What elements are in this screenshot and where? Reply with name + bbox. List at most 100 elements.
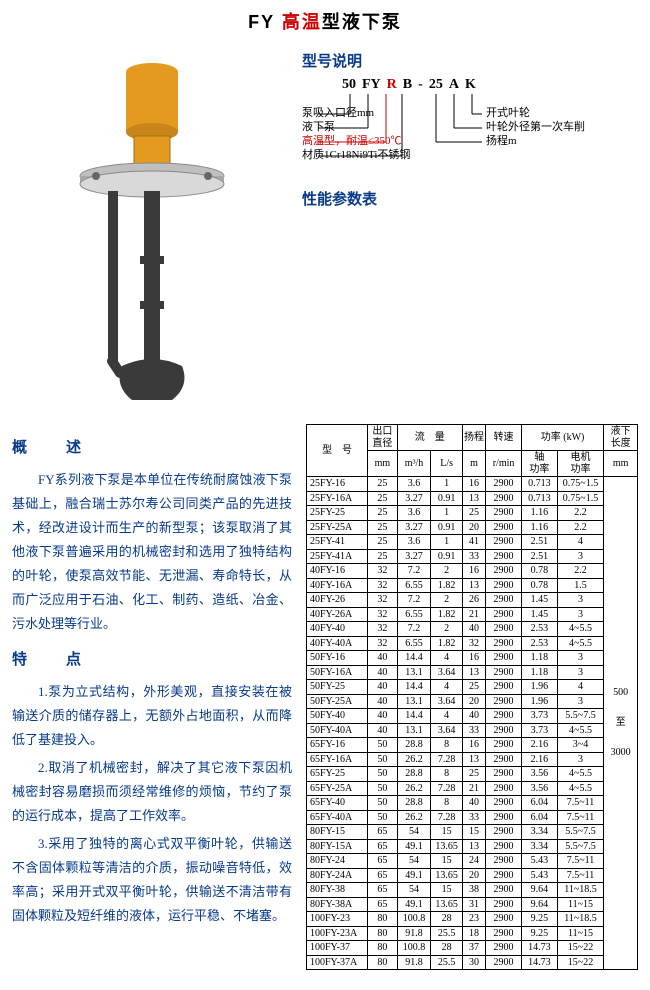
table-cell: 80FY-15A	[307, 839, 368, 854]
table-cell: 16	[462, 738, 485, 753]
model-token: K	[465, 77, 476, 92]
table-cell: 80	[368, 941, 398, 956]
table-cell: 3	[557, 665, 603, 680]
table-row: 65FY-405028.884029006.047.5~11	[307, 796, 638, 811]
table-cell: 28	[431, 941, 463, 956]
table-cell: 13	[462, 839, 485, 854]
th-dia: 出口 直径	[368, 425, 398, 451]
table-cell: 50FY-25	[307, 680, 368, 695]
table-row: 40FY-26A326.551.822129001.453	[307, 607, 638, 622]
table-cell: 3.27	[397, 549, 431, 564]
table-cell: 5.5~7.5	[557, 709, 603, 724]
table-cell: 3~4	[557, 738, 603, 753]
table-cell: 16	[462, 477, 485, 492]
table-cell: 50	[368, 752, 398, 767]
table-cell: 80FY-24A	[307, 868, 368, 883]
table-cell: 15	[431, 854, 463, 869]
table-row: 40FY-40327.224029002.534~5.5	[307, 622, 638, 637]
table-cell: 0.78	[521, 564, 557, 579]
table-cell: 13.1	[397, 694, 431, 709]
model-label-r1: 叶轮外径第一次车削	[486, 121, 585, 133]
table-cell: 7.2	[397, 593, 431, 608]
table-cell: 33	[462, 810, 485, 825]
th-head: 扬程	[462, 425, 485, 451]
th-pshaft: 轴 功率	[521, 451, 557, 477]
table-cell: 25FY-16	[307, 477, 368, 492]
table-cell: 33	[462, 723, 485, 738]
table-cell: 80FY-38A	[307, 897, 368, 912]
title-prefix: FY	[248, 12, 282, 32]
table-cell: 24	[462, 854, 485, 869]
table-cell: 2900	[486, 781, 522, 796]
table-cell: 25	[368, 520, 398, 535]
table-cell: 25	[462, 680, 485, 695]
table-cell: 11~15	[557, 897, 603, 912]
table-cell: 100FY-37A	[307, 955, 368, 970]
table-cell: 3	[557, 593, 603, 608]
table-cell: 8	[431, 767, 463, 782]
table-cell: 0.75~1.5	[557, 477, 603, 492]
table-cell: 4	[557, 680, 603, 695]
table-cell: 2900	[486, 607, 522, 622]
table-cell: 2.2	[557, 506, 603, 521]
table-row: 50FY-16A4013.13.641329001.183	[307, 665, 638, 680]
table-cell: 2.2	[557, 520, 603, 535]
table-cell: 6.55	[397, 607, 431, 622]
table-cell: 65	[368, 883, 398, 898]
table-cell: 3.34	[521, 839, 557, 854]
table-row: 80FY-24A6549.113.652029005.437.5~11	[307, 868, 638, 883]
table-cell: 28.8	[397, 738, 431, 753]
th-flow-u2: L/s	[431, 451, 463, 477]
table-cell: 13.65	[431, 868, 463, 883]
title-suffix: 型液下泵	[322, 12, 402, 32]
table-cell: 14.4	[397, 680, 431, 695]
table-cell: 13.1	[397, 665, 431, 680]
table-cell: 49.1	[397, 839, 431, 854]
table-cell: 38	[462, 883, 485, 898]
table-cell: 2.53	[521, 636, 557, 651]
table-cell: 65FY-16	[307, 738, 368, 753]
table-cell: 32	[368, 593, 398, 608]
table-row: 25FY-41A253.270.913329002.513	[307, 549, 638, 564]
table-row: 100FY-3780100.82837290014.7315~22	[307, 941, 638, 956]
table-cell: 25	[368, 549, 398, 564]
table-cell: 21	[462, 781, 485, 796]
table-cell: 54	[397, 854, 431, 869]
feat-p2: 2.取消了机械密封，解决了其它液下泵因机械密封容易磨损而须经常维修的烦恼，节约了…	[12, 756, 292, 828]
table-cell: 13.65	[431, 897, 463, 912]
table-cell: 40	[368, 694, 398, 709]
table-row: 100FY-2380100.8282329009.2511~18.5	[307, 912, 638, 927]
table-cell: 7.5~11	[557, 868, 603, 883]
table-cell: 7.5~11	[557, 810, 603, 825]
table-cell: 2900	[486, 564, 522, 579]
table-cell: 25	[462, 506, 485, 521]
table-cell: 26	[462, 593, 485, 608]
table-cell: 3.27	[397, 520, 431, 535]
table-cell: 41	[462, 535, 485, 550]
model-token: R	[387, 77, 397, 92]
table-cell: 1.82	[431, 578, 463, 593]
table-cell: 8	[431, 738, 463, 753]
table-row: 25FY-25A253.270.912029001.162.2	[307, 520, 638, 535]
table-cell: 13	[462, 578, 485, 593]
table-cell: 37	[462, 941, 485, 956]
table-cell: 32	[368, 636, 398, 651]
table-cell: 50FY-40A	[307, 723, 368, 738]
table-cell: 9.25	[521, 912, 557, 927]
table-cell: 5.43	[521, 854, 557, 869]
table-cell: 80	[368, 955, 398, 970]
table-cell: 0.78	[521, 578, 557, 593]
table-cell: 2.2	[557, 564, 603, 579]
table-cell: 3	[557, 549, 603, 564]
table-row: 50FY-25A4013.13.642029001.963	[307, 694, 638, 709]
table-cell: 14.73	[521, 955, 557, 970]
table-cell: 3	[557, 651, 603, 666]
text-column: 概 述 FY系列液下泵是本单位在传统耐腐蚀液下泵基础上，融合瑞士苏尔寿公司同类产…	[12, 424, 292, 932]
table-cell: 23	[462, 912, 485, 927]
model-heading: 型号说明	[302, 50, 638, 71]
table-cell: 5.5~7.5	[557, 839, 603, 854]
table-cell: 2900	[486, 868, 522, 883]
table-cell: 2.53	[521, 622, 557, 637]
table-cell: 3.56	[521, 767, 557, 782]
table-cell: 80FY-38	[307, 883, 368, 898]
